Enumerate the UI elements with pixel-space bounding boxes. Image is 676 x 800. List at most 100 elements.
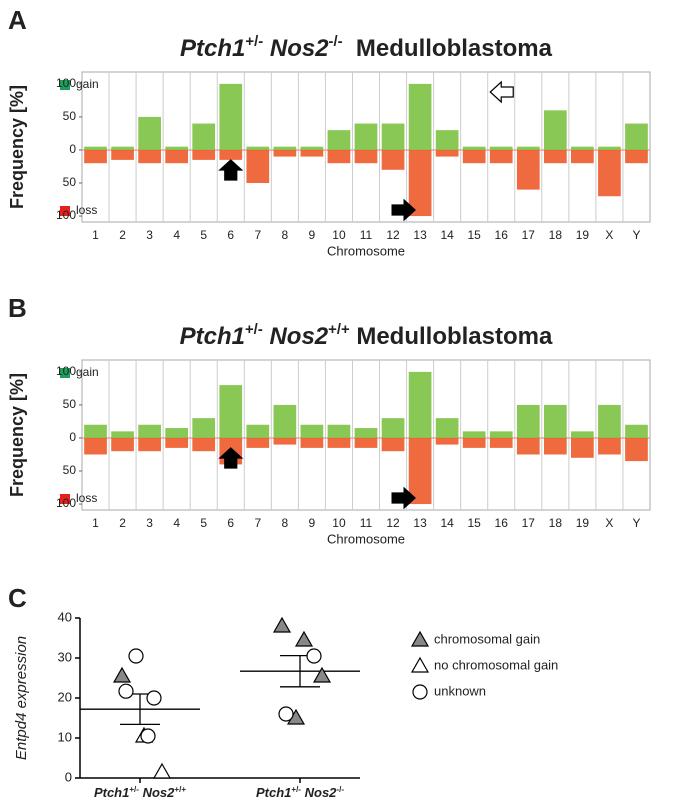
- x-tick-label: 13: [413, 516, 427, 530]
- frequency-bar: [219, 385, 243, 438]
- point: [112, 666, 132, 683]
- frequency-bar: [273, 149, 297, 157]
- y-tick-label: 100: [56, 364, 76, 378]
- frequency-bar: [381, 123, 405, 150]
- y-tick-label: 0: [69, 142, 76, 156]
- point: [152, 762, 172, 779]
- frequency-bar: [192, 418, 216, 438]
- y-tick-label: 100: [56, 76, 76, 90]
- frequency-bar: [543, 404, 567, 438]
- frequency-bar: [408, 149, 432, 217]
- frequency-bar: [219, 149, 243, 160]
- y-tick-label: 30: [58, 649, 72, 664]
- x-tick-label: 4: [173, 516, 180, 530]
- frequency-bar: [625, 149, 648, 164]
- panel-label: C: [8, 583, 27, 613]
- legend-label: chromosomal gain: [434, 631, 540, 646]
- frequency-bar: [598, 437, 621, 455]
- frequency-bar: [246, 424, 270, 438]
- x-tick-label: 16: [495, 228, 509, 242]
- point: [306, 648, 322, 664]
- text-part: Nos2: [263, 35, 329, 62]
- x-tick-label: 7: [254, 228, 261, 242]
- frequency-bar: [625, 437, 648, 462]
- frequency-bar: [138, 437, 161, 452]
- text-part: Ptch1: [94, 785, 129, 800]
- frequency-bar: [84, 424, 107, 438]
- frequency-bar: [246, 437, 270, 448]
- x-tick-label: 17: [522, 228, 536, 242]
- y-tick-label: 40: [58, 609, 72, 624]
- frequency-bar: [84, 149, 107, 164]
- frequency-bar: [571, 437, 594, 458]
- frequency-bar: [489, 431, 513, 438]
- y-tick-label: 50: [63, 109, 77, 123]
- frequency-bar: [84, 146, 107, 150]
- frequency-bar: [462, 431, 486, 438]
- x-tick-label: 18: [549, 228, 563, 242]
- frequency-bar: [165, 428, 189, 438]
- text-part: Medulloblastoma: [350, 323, 553, 350]
- text-part: Ptch1: [180, 35, 245, 62]
- x-tick-label: 6: [227, 228, 234, 242]
- frequency-bar: [408, 83, 432, 150]
- chart-title: Ptch1+/- Nos2-/- Medulloblastoma: [180, 34, 553, 62]
- x-tick-label: 6: [227, 516, 234, 530]
- x-tick-label: 2: [119, 228, 126, 242]
- point: [118, 683, 134, 699]
- x-tick-label: Ptch1+/- Nos2+/+: [94, 785, 186, 800]
- arrow: [489, 80, 514, 104]
- x-tick-label: 9: [309, 516, 316, 530]
- text-part: Nos2: [263, 323, 329, 350]
- x-tick-label: 3: [146, 228, 153, 242]
- frequency-bar: [300, 437, 324, 448]
- frequency-bar: [543, 437, 567, 455]
- text-part: Ptch1: [180, 323, 245, 350]
- frequency-bar: [489, 437, 513, 448]
- frequency-bar: [598, 404, 621, 438]
- text-part: Nos2: [301, 785, 337, 800]
- arrow: [218, 447, 244, 469]
- frequency-bar: [598, 146, 621, 150]
- y-tick-label: 0: [65, 769, 72, 784]
- y-tick-label: 0: [69, 430, 76, 444]
- y-tick-label: 100: [56, 496, 76, 510]
- frequency-bar: [165, 149, 189, 164]
- frequency-bar: [246, 149, 270, 184]
- x-tick-label: 14: [440, 516, 454, 530]
- arrow: [391, 486, 416, 510]
- frequency-bar: [489, 146, 513, 150]
- frequency-bar: [300, 424, 324, 438]
- frequency-bar: [408, 371, 432, 438]
- frequency-bar: [408, 437, 432, 505]
- text-part: -/-: [329, 34, 343, 50]
- frequency-bar: [489, 149, 513, 164]
- frequency-bar: [300, 146, 324, 150]
- text-part: -/-: [336, 785, 344, 794]
- x-tick-label: 19: [576, 516, 590, 530]
- frequency-bar: [300, 149, 324, 157]
- x-axis-label: Chromosome: [327, 243, 405, 258]
- frequency-bar: [165, 146, 189, 150]
- text-part: Ptch1: [256, 785, 291, 800]
- frequency-bar: [516, 146, 540, 150]
- point: [412, 684, 428, 700]
- x-tick-label: 14: [440, 228, 454, 242]
- x-tick-label: 18: [549, 516, 563, 530]
- x-tick-label: 12: [386, 228, 400, 242]
- point: [272, 616, 292, 633]
- frequency-bar: [111, 149, 134, 160]
- frequency-bar: [571, 149, 594, 164]
- frequency-bar: [598, 149, 621, 197]
- y-tick-label: 10: [58, 729, 72, 744]
- x-tick-label: 12: [386, 516, 400, 530]
- legend-label: gain: [76, 365, 99, 379]
- frequency-bar: [138, 116, 161, 150]
- x-tick-label: 8: [282, 228, 289, 242]
- x-tick-label: 11: [360, 516, 373, 530]
- x-tick-label: 10: [332, 516, 346, 530]
- frequency-bar: [246, 146, 270, 150]
- frequency-bar: [327, 437, 351, 448]
- legend-label: unknown: [434, 683, 486, 698]
